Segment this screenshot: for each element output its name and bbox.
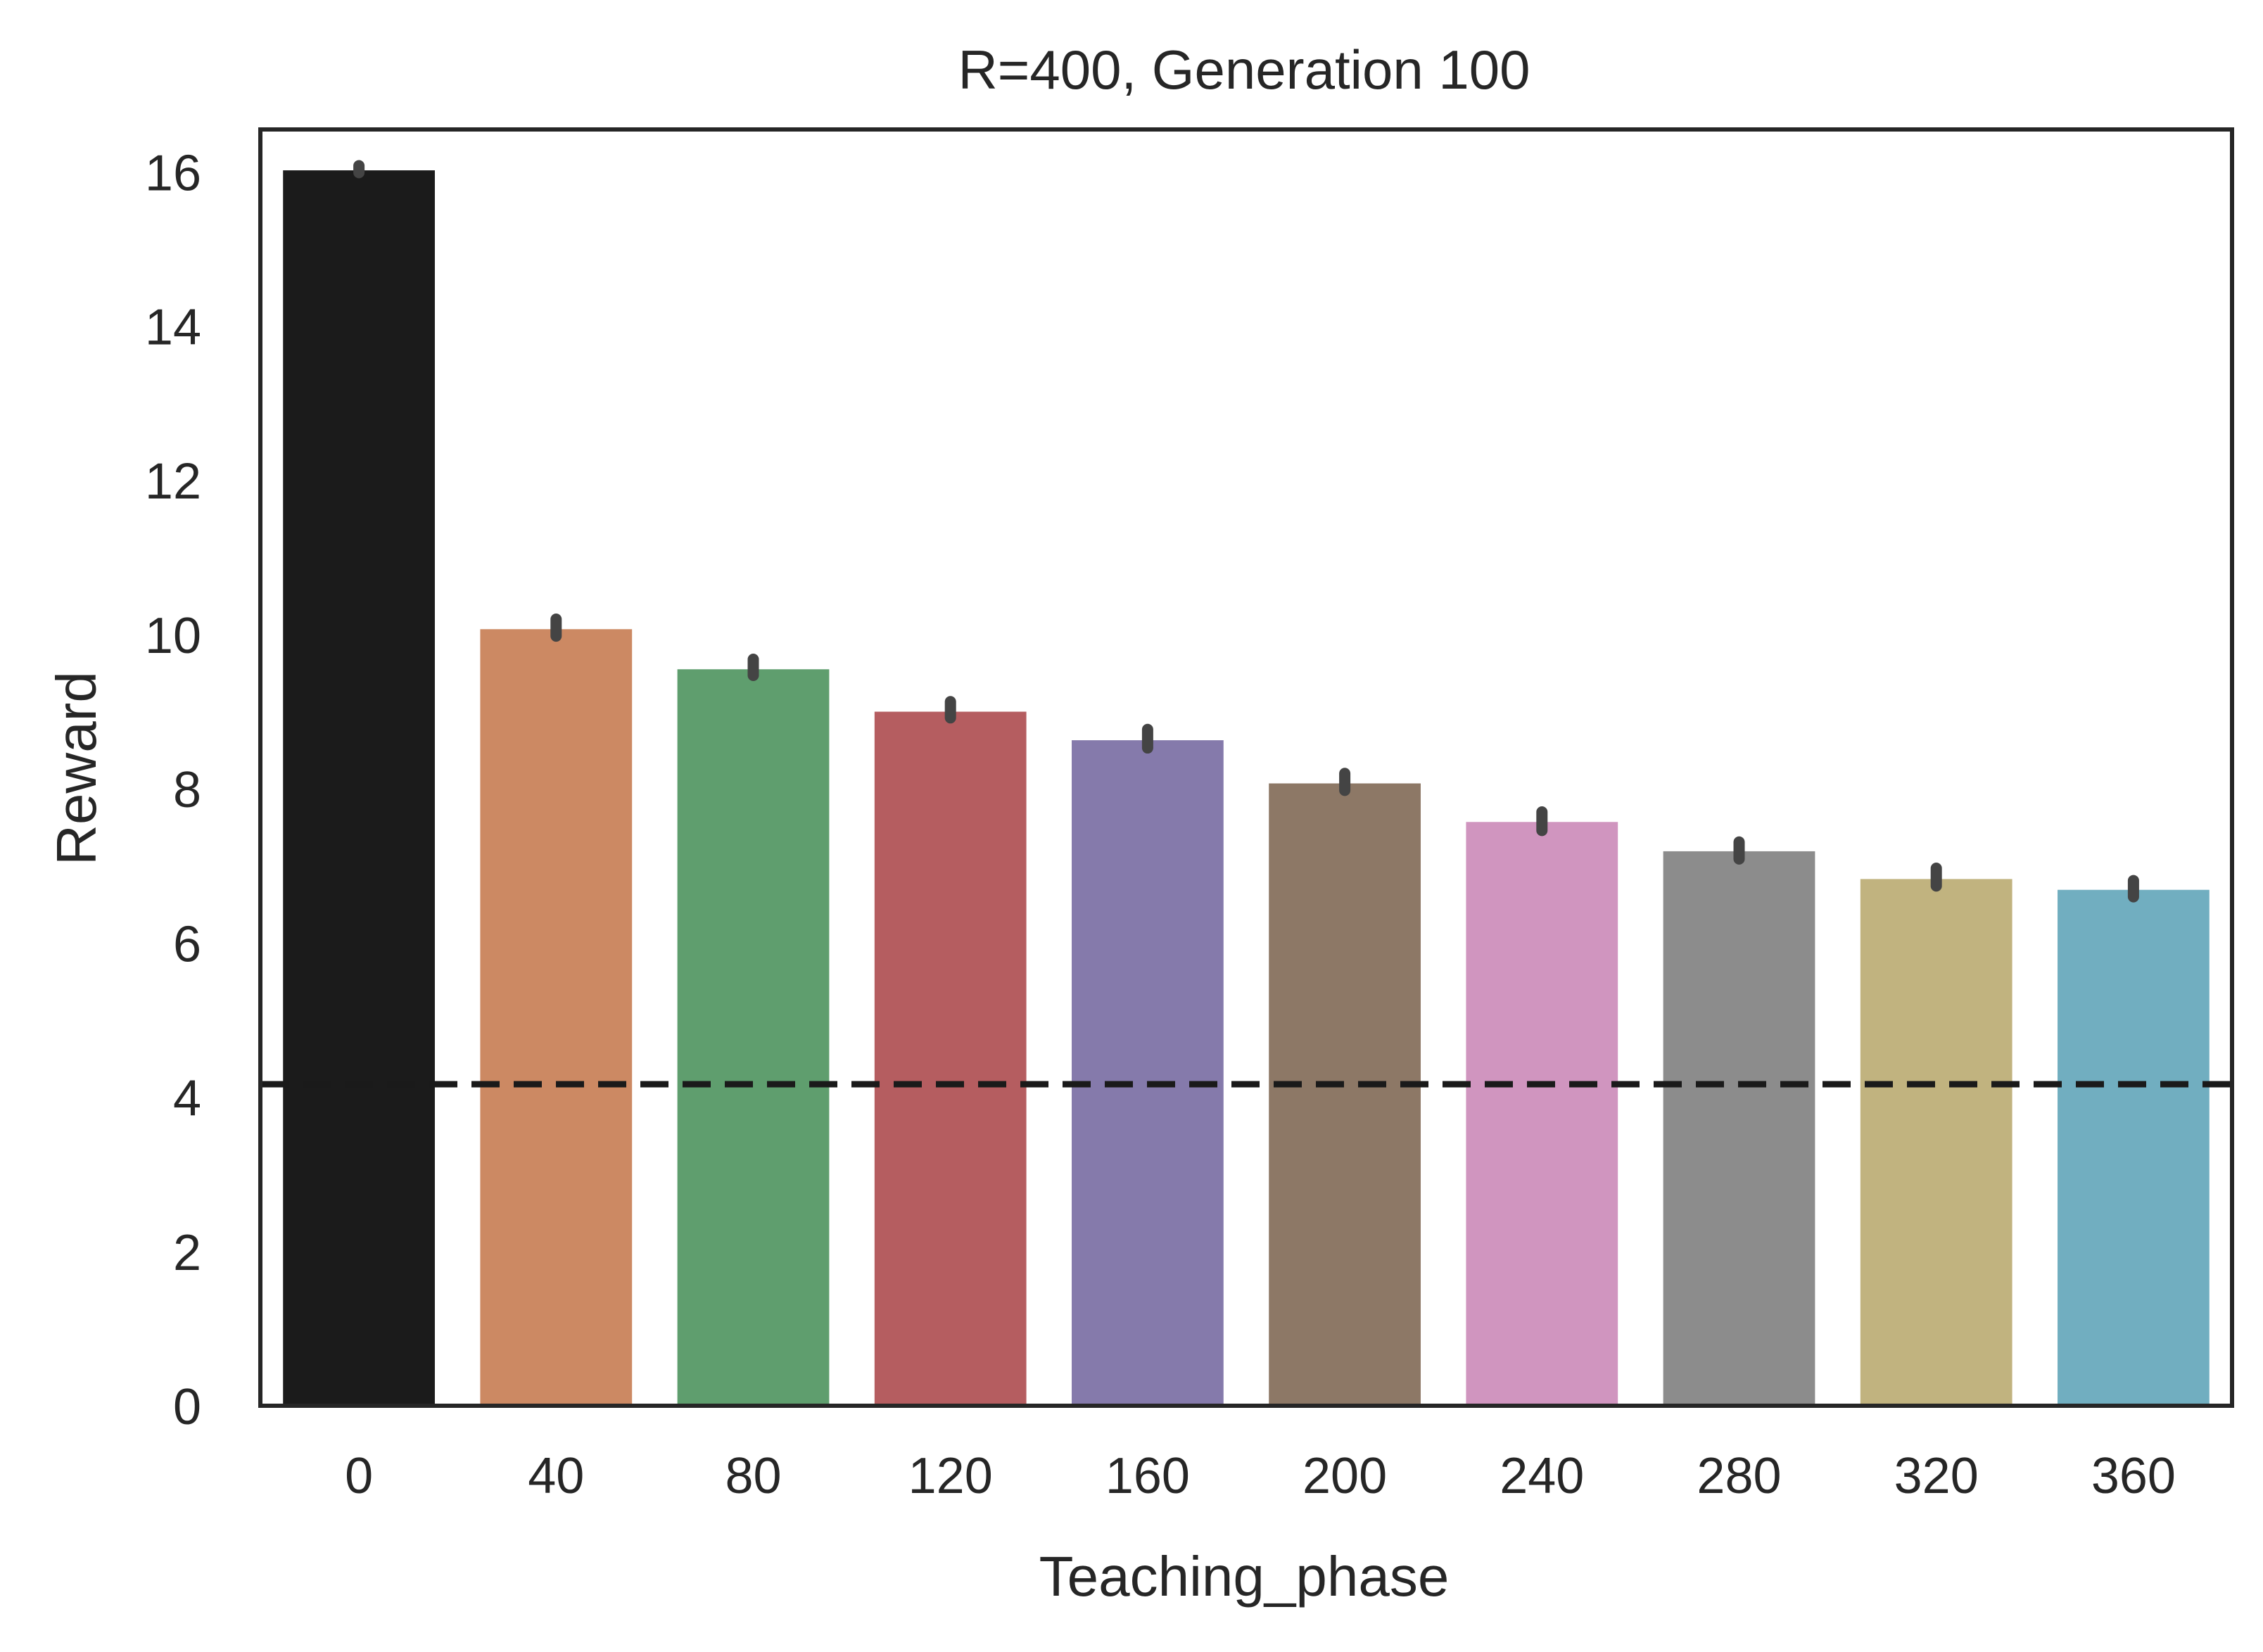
bar-360 <box>2058 889 2210 1406</box>
error-bars-layer <box>353 160 2139 903</box>
bar-120 <box>874 711 1027 1406</box>
bar-0 <box>283 170 435 1406</box>
x-tick-label: 120 <box>908 1448 993 1504</box>
x-tick-label: 0 <box>345 1448 373 1504</box>
bar-40 <box>480 629 633 1406</box>
y-axis-label: Reward <box>45 671 108 865</box>
x-tick-labels: 0 40 80 120 160 200 240 280 320 360 <box>345 1448 2176 1504</box>
y-tick-label: 8 <box>173 762 201 818</box>
x-tick-label: 320 <box>1894 1448 1979 1504</box>
x-tick-label: 40 <box>528 1448 584 1504</box>
y-tick-label: 4 <box>173 1071 201 1127</box>
x-tick-label: 280 <box>1697 1448 1781 1504</box>
x-axis-label: Teaching_phase <box>1039 1545 1450 1608</box>
plot-frame <box>258 127 2234 1408</box>
y-tick-label: 10 <box>145 608 201 664</box>
y-tick-label: 6 <box>173 916 201 972</box>
bar-200 <box>1269 783 1421 1406</box>
y-tick-labels: 0 2 4 6 8 10 12 14 16 <box>145 145 201 1435</box>
y-tick-label: 16 <box>145 145 201 201</box>
x-tick-label: 200 <box>1302 1448 1387 1504</box>
y-tick-label: 2 <box>173 1225 201 1281</box>
bar-280 <box>1663 851 1815 1406</box>
x-tick-label: 80 <box>725 1448 781 1504</box>
y-tick-label: 12 <box>145 454 201 510</box>
chart-title: R=400, Generation 100 <box>958 39 1530 101</box>
bar-320 <box>1860 879 2012 1406</box>
y-tick-label: 0 <box>173 1379 201 1435</box>
bars-layer <box>283 170 2210 1406</box>
y-tick-label: 14 <box>145 299 201 355</box>
x-tick-label: 360 <box>2091 1448 2176 1504</box>
bar-80 <box>677 669 830 1406</box>
x-tick-label: 240 <box>1500 1448 1584 1504</box>
bar-240 <box>1466 822 1618 1406</box>
x-tick-label: 160 <box>1105 1448 1190 1504</box>
bar-160 <box>1072 740 1224 1406</box>
